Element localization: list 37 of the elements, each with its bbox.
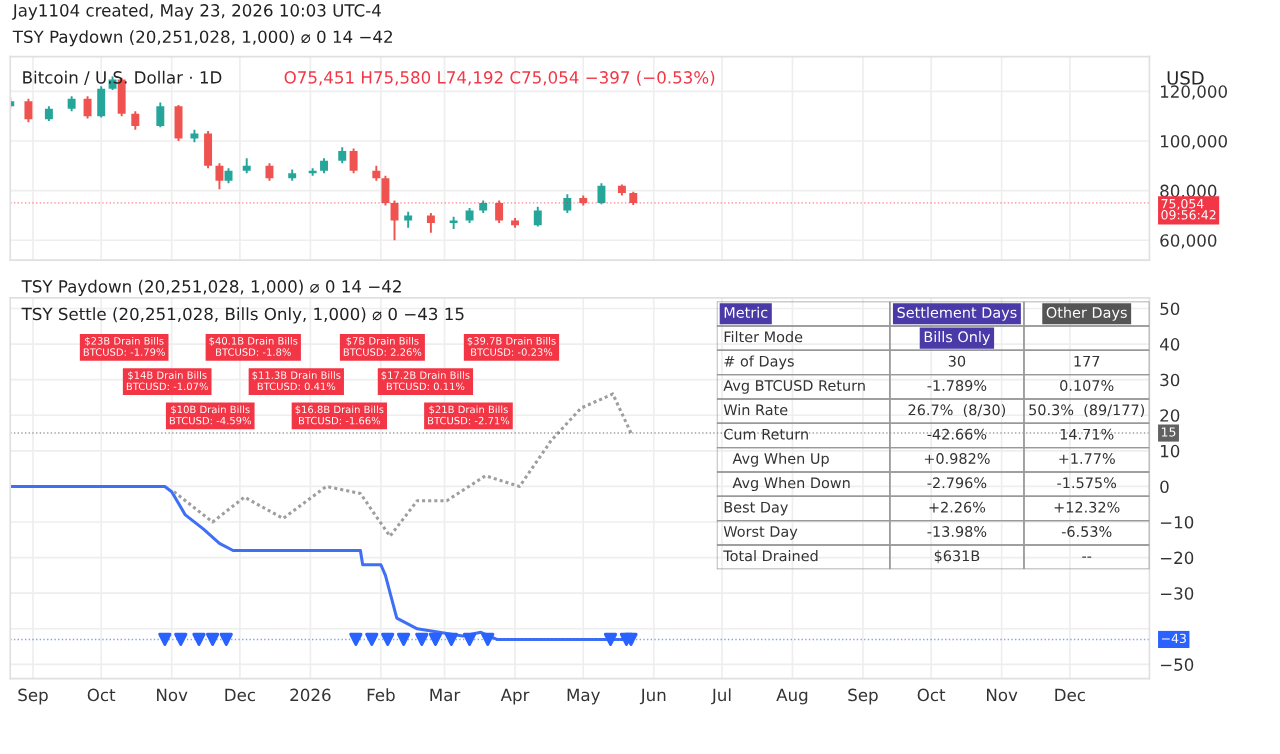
y-axis-title: USD [1167,71,1204,85]
y-tick-label: 40 [1159,338,1180,351]
text: O75,451 H75,580 L74,192 C75,054 −397 (−0.53%) [284,70,715,86]
x-tick-label: Oct [917,688,946,702]
y-tick-label: 120,000 [1160,85,1227,100]
x-tick-label: Feb [367,688,395,702]
x-tick-label: Apr [500,688,530,705]
y-tick-label: −30 [1160,587,1194,600]
x-tick-label: Sep [848,688,878,705]
x-tick-label: Nov [157,688,188,702]
y-tick-label: 100,000 [1160,134,1227,150]
x-tick-label: Sep [18,688,48,705]
y-tick-label: −20 [1160,551,1194,565]
x-tick-label: 2026 [290,688,331,702]
text: TSY Paydown (20,251,028, 1,000) ⌀ 0 14 −42 [21,279,401,296]
x-tick-label: Dec [1055,688,1085,702]
x-tick-label: Oct [87,688,116,702]
y-tick-label: 50 [1160,302,1180,316]
x-tick-label: Jul [711,688,731,705]
x-tick-label: Aug [776,688,808,705]
y-tick-label: 30 [1160,373,1180,387]
y-tick-label: 60,000 [1160,234,1217,249]
text: TSY Settle (20,251,028, Bills Only, 1,000) ⌀ 0 −43 15 [21,307,464,324]
x-tick-label: Dec [225,688,255,702]
y-tick-label: 10 [1160,444,1180,458]
text: TSY Paydown (20,251,028, 1,000) ⌀ 0 14 −42 [12,30,392,47]
y-tick-label: −50 [1160,658,1194,671]
y-tick-label: −10 [1160,515,1194,529]
x-tick-label: Nov [987,688,1018,702]
x-tick-label: Mar [430,688,461,702]
x-tick-label: Jun [639,688,666,705]
y-tick-label: 80,000 [1160,184,1217,199]
x-tick-label: May [567,688,600,705]
y-tick-label: 20 [1160,409,1180,422]
y-tick-label: 0 [1160,480,1169,493]
text: Bitcoin / U.S. Dollar · 1D [23,70,222,86]
text: Jay1104 created, May 23, 2026 10:03 UTC-4 [11,3,381,20]
